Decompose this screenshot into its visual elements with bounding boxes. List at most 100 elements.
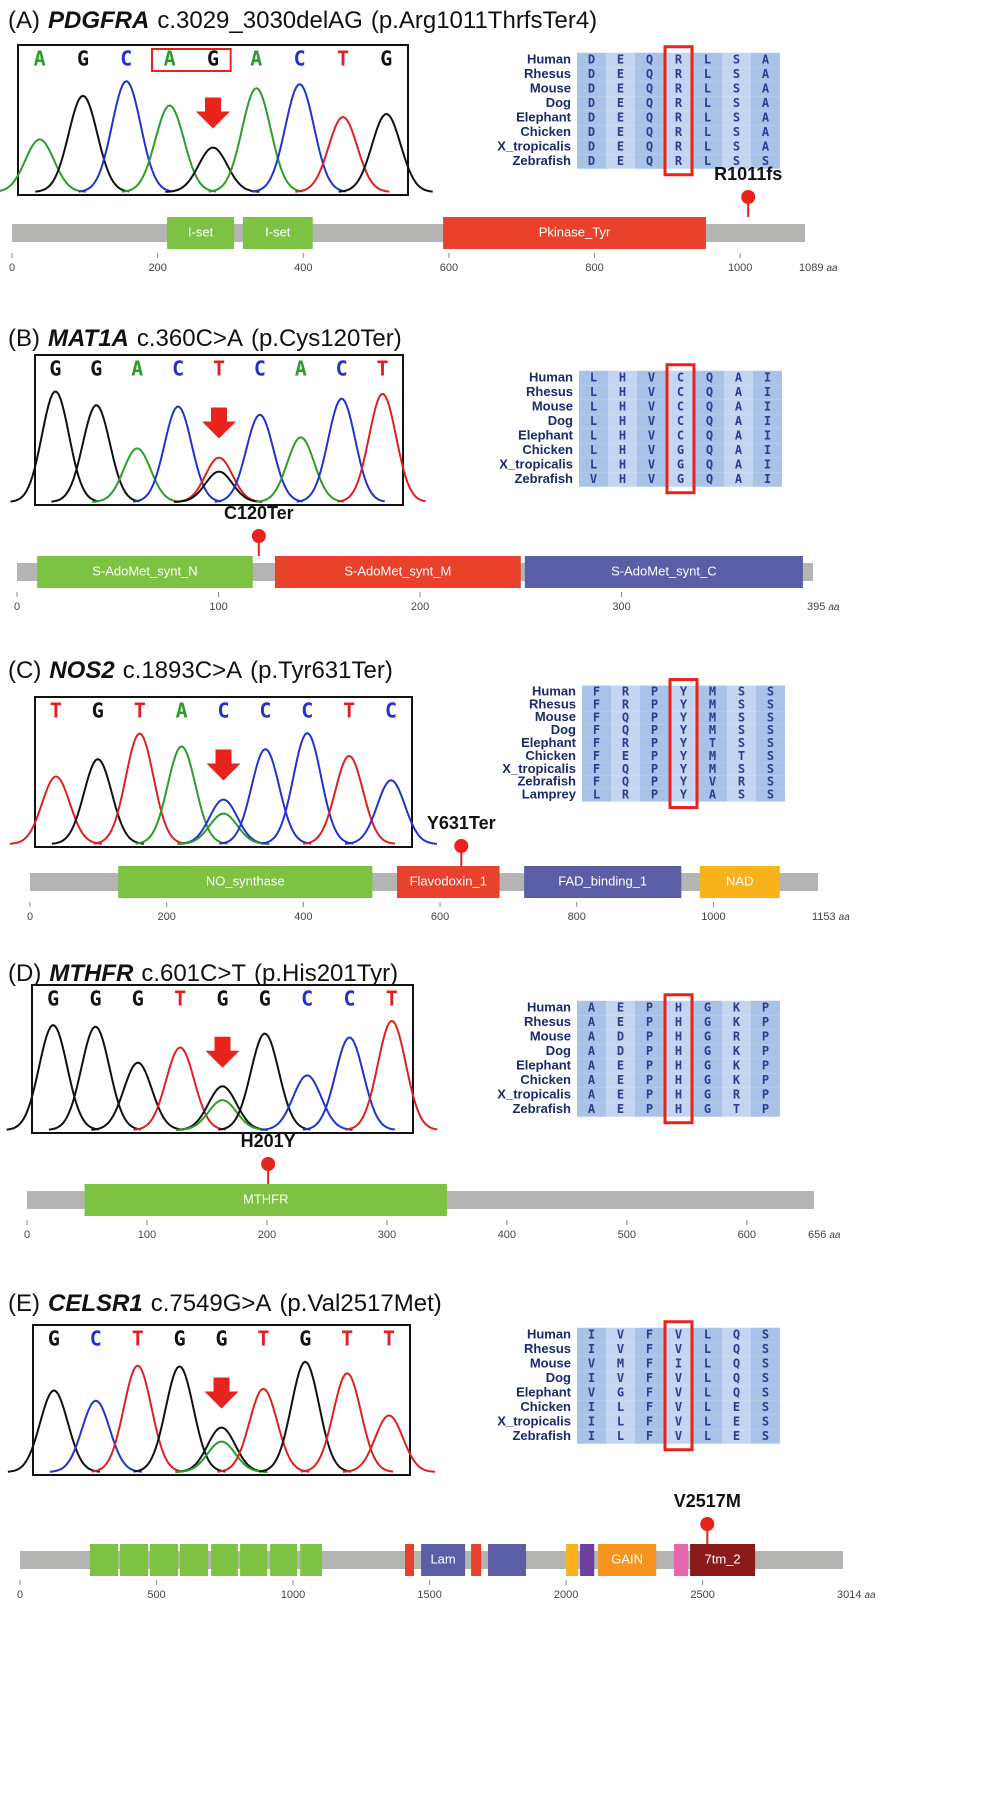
residue: S xyxy=(762,1386,769,1400)
residue: I xyxy=(588,1371,595,1385)
base-call: T xyxy=(383,1327,395,1351)
residue: H xyxy=(619,414,626,428)
species-label: Dog xyxy=(546,1043,571,1058)
species-label: Zebrafish xyxy=(512,1428,571,1443)
residue: H xyxy=(675,1059,682,1073)
residue: G xyxy=(617,1386,624,1400)
base-call: G xyxy=(90,357,102,381)
residue: Q xyxy=(733,1342,740,1356)
panel: (A)PDGFRAc.3029_3030delAG(p.Arg1011Thrfs… xyxy=(0,7,838,274)
residue: I xyxy=(675,1357,682,1371)
residue: L xyxy=(704,1342,711,1356)
base-call: C xyxy=(254,357,266,381)
residue: H xyxy=(619,472,626,486)
residue: A xyxy=(762,140,770,154)
title-part: c.1893C>A xyxy=(123,657,242,684)
residue: S xyxy=(733,111,740,125)
residue: S xyxy=(733,53,740,67)
residue: V xyxy=(648,429,655,443)
residue: F xyxy=(646,1342,653,1356)
residue: R xyxy=(675,111,683,125)
residue: K xyxy=(733,1001,741,1015)
base-call: G xyxy=(47,987,59,1011)
title-part: (D) xyxy=(8,960,41,987)
residue: C xyxy=(677,400,684,414)
mutation-head xyxy=(252,529,266,543)
residue: V xyxy=(709,775,716,789)
length-value: 395 xyxy=(807,601,825,613)
base-call: T xyxy=(50,699,62,723)
residue: S xyxy=(762,1371,769,1385)
residue: L xyxy=(590,371,597,385)
residue: F xyxy=(646,1328,653,1342)
residue: R xyxy=(675,96,683,110)
title-part: (p.Cys120Ter) xyxy=(251,325,402,352)
residue: L xyxy=(704,1386,711,1400)
species-label: Mouse xyxy=(530,1355,571,1370)
domain-label: Lam xyxy=(430,1551,455,1566)
residue: F xyxy=(646,1371,653,1385)
residue: C xyxy=(677,414,684,428)
residue: R xyxy=(675,53,683,67)
domain-label: 7tm_2 xyxy=(705,1551,741,1566)
residue: L xyxy=(590,458,597,472)
residue: A xyxy=(735,443,743,457)
residue: A xyxy=(762,111,770,125)
residue: D xyxy=(617,1030,624,1044)
species-label: Dog xyxy=(546,1370,571,1385)
residue: A xyxy=(588,1030,596,1044)
species-label: Chicken xyxy=(520,1072,571,1087)
species-label: Mouse xyxy=(532,398,573,413)
species-label: Human xyxy=(527,1326,571,1341)
residue: L xyxy=(704,1429,711,1443)
base-call: C xyxy=(385,699,397,723)
residue: D xyxy=(588,67,595,81)
domain xyxy=(120,1544,148,1576)
domain xyxy=(580,1544,594,1576)
residue: V xyxy=(617,1371,624,1385)
residue: L xyxy=(704,1400,711,1414)
axis-tick-label: 0 xyxy=(9,262,15,274)
residue: G xyxy=(704,1044,711,1058)
residue: P xyxy=(646,1088,653,1102)
mutation-head xyxy=(700,1517,714,1531)
length-label: 656aa xyxy=(808,1229,841,1241)
residue: Q xyxy=(646,67,653,81)
residue: A xyxy=(588,1001,596,1015)
residue: A xyxy=(588,1015,596,1029)
residue: E xyxy=(617,82,624,96)
residue: S xyxy=(733,125,740,139)
residue: H xyxy=(619,385,626,399)
residue: S xyxy=(738,788,745,802)
residue: M xyxy=(709,762,716,776)
mutation-label: R1011fs xyxy=(714,164,782,184)
residue: R xyxy=(675,67,683,81)
residue: V xyxy=(675,1328,682,1342)
mutation-label: C120Ter xyxy=(224,503,294,523)
residue: S xyxy=(733,67,740,81)
residue: Q xyxy=(733,1357,740,1371)
panel: (D)MTHFRc.601C>T(p.His201Tyr)GGGTGGCCTHu… xyxy=(7,960,841,1241)
length-label: 3014aa xyxy=(837,1589,876,1601)
base-call: G xyxy=(89,987,101,1011)
base-call: T xyxy=(174,987,186,1011)
axis-tick-label: 1000 xyxy=(728,262,752,274)
residue: Y xyxy=(680,788,688,802)
residue: Q xyxy=(622,762,629,776)
residue: F xyxy=(646,1415,653,1429)
residue: V xyxy=(648,472,655,486)
residue: E xyxy=(617,154,624,168)
species-label: Elephant xyxy=(516,109,572,124)
base-call: G xyxy=(92,699,104,723)
axis-tick-label: 200 xyxy=(158,911,176,923)
residue: S xyxy=(762,1400,769,1414)
residue: V xyxy=(588,1357,595,1371)
residue: A xyxy=(709,788,717,802)
residue: Q xyxy=(646,82,653,96)
axis-tick-label: 300 xyxy=(612,601,630,613)
species-label: Mouse xyxy=(530,80,571,95)
residue: R xyxy=(733,1030,741,1044)
residue: Q xyxy=(646,96,653,110)
